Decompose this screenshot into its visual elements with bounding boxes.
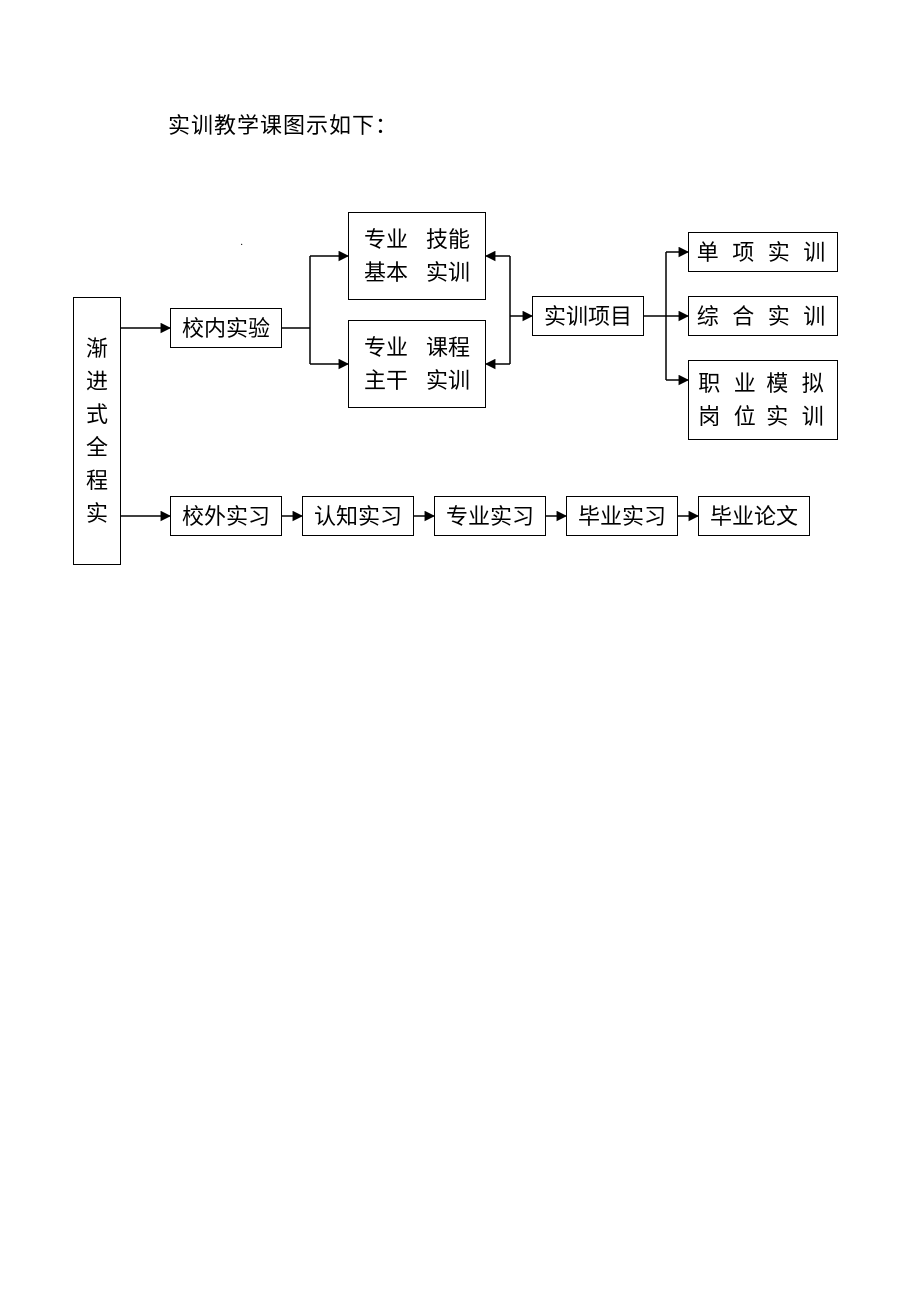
node-root: 渐进式全程实 [73, 297, 121, 565]
node-training-project: 实训项目 [532, 296, 644, 336]
edges-layer [0, 0, 920, 1302]
node-professional-internship: 专业实习 [434, 496, 546, 536]
node-job-simulation-training: 职 业 岗 位模 拟 实 训 [688, 360, 838, 440]
node-single-training: 单 项 实 训 [688, 232, 838, 272]
stray-dot: · [240, 240, 243, 251]
node-on-campus-experiment: 校内实验 [170, 308, 282, 348]
node-graduation-internship: 毕业实习 [566, 496, 678, 536]
page-root: 实训教学课图示如下： · 渐进式全程实 校内实验 专业基本技能实训 专业主干课程… [0, 0, 920, 1302]
node-graduation-thesis: 毕业论文 [698, 496, 810, 536]
node-core-course-training: 专业主干课程实训 [348, 320, 486, 408]
node-off-campus-internship: 校外实习 [170, 496, 282, 536]
node-cognitive-internship: 认知实习 [302, 496, 414, 536]
node-basic-skills-training: 专业基本技能实训 [348, 212, 486, 300]
node-comprehensive-training: 综 合 实 训 [688, 296, 838, 336]
page-title: 实训教学课图示如下： [168, 108, 398, 140]
